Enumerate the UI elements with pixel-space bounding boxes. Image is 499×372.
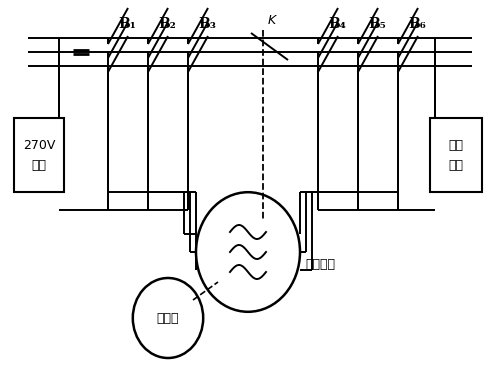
Text: B₂: B₂ [158, 17, 176, 31]
Text: B₄: B₄ [328, 17, 346, 31]
Bar [430, 118, 482, 192]
Text: 发动机: 发动机 [157, 311, 179, 324]
Text: B₆: B₆ [408, 17, 426, 31]
Text: K: K [268, 13, 276, 26]
Text: 异步电机: 异步电机 [305, 257, 335, 270]
Text: 270V: 270V [23, 138, 55, 151]
Text: B₃: B₃ [198, 17, 216, 31]
Bar [14, 118, 64, 192]
Text: 负载: 负载 [31, 158, 46, 171]
Text: 电源: 电源 [449, 158, 464, 171]
Text: B₁: B₁ [118, 17, 136, 31]
Text: B₅: B₅ [368, 17, 386, 31]
Text: 起动: 起动 [449, 138, 464, 151]
